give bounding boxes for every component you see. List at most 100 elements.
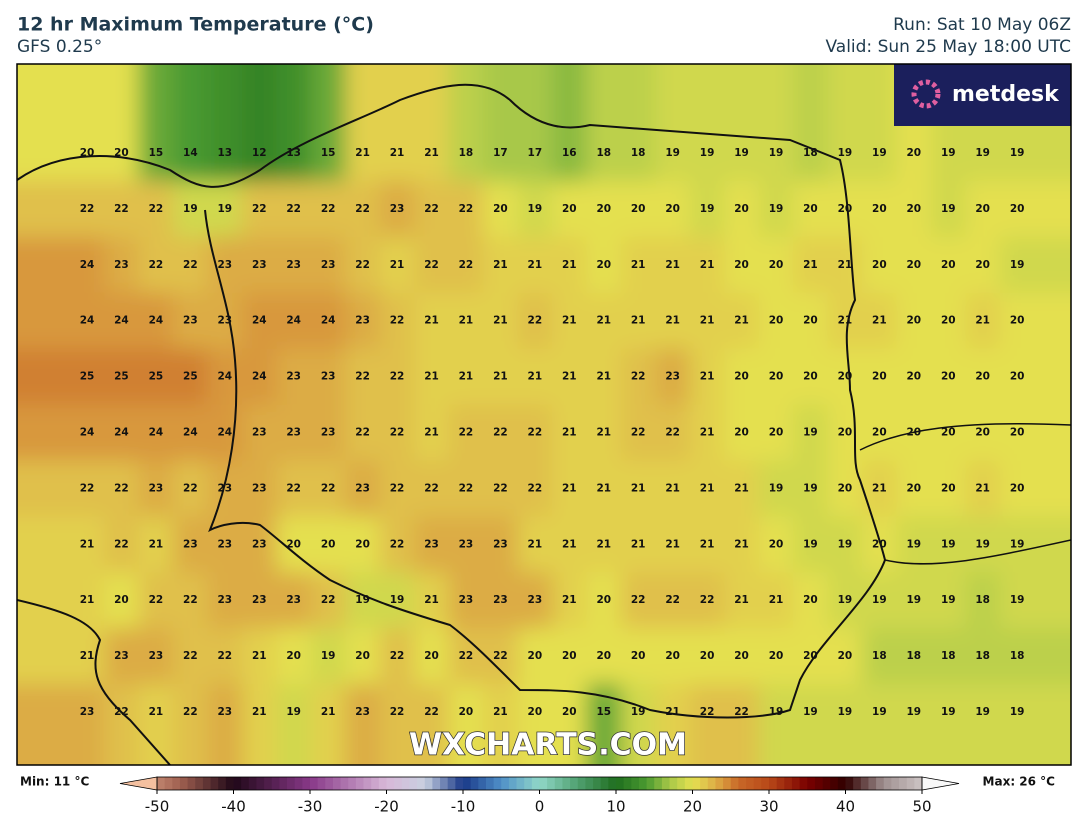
colorbar-swatch [631, 777, 640, 790]
colorbar-swatch [310, 777, 319, 790]
temperature-cell [242, 460, 277, 517]
temperature-cell [620, 348, 656, 406]
colorbar-swatch [455, 777, 464, 790]
colorbar-swatch [302, 777, 311, 790]
temperature-cell [655, 180, 691, 238]
temperature-cell [689, 292, 725, 350]
temperature-cell [414, 348, 450, 406]
colorbar-swatch [157, 777, 166, 790]
temperature-label: 18 [941, 650, 956, 662]
temperature-cell [173, 348, 209, 406]
temperature-label: 22 [528, 315, 543, 327]
temperature-label: 22 [493, 427, 508, 439]
logo-icon [911, 79, 941, 109]
temperature-label: 22 [631, 594, 646, 606]
temperature-cell [345, 292, 381, 350]
temperature-cell [138, 236, 174, 294]
temperature-label: 23 [355, 482, 370, 494]
temperature-label: 21 [665, 706, 680, 718]
temperature-cell [310, 572, 346, 629]
temperature-cell [483, 236, 519, 294]
temperature-label: 18 [1010, 650, 1025, 662]
temperature-label: 19 [941, 147, 956, 159]
temperature-label: 21 [631, 315, 646, 327]
temperature-cell [655, 516, 691, 573]
colorbar-tick-label: 50 [912, 798, 931, 816]
temperature-label: 21 [700, 482, 715, 494]
run-time: Run: Sat 10 May 06Z [893, 15, 1071, 35]
colorbar-swatch [883, 777, 892, 790]
colorbar-swatch [608, 777, 617, 790]
temperature-cell [862, 292, 898, 350]
temperature-cell [862, 516, 898, 573]
temperature-cell [517, 516, 553, 573]
temperature-label: 19 [769, 482, 784, 494]
colorbar-swatch [386, 777, 395, 790]
temperature-cell [242, 684, 277, 765]
temperature-cell [931, 628, 966, 685]
colorbar-swatch [539, 777, 548, 790]
temperature-cell [862, 64, 898, 182]
temperature-cell [758, 236, 794, 294]
temperature-label: 20 [872, 427, 887, 439]
temperature-cell [724, 180, 760, 238]
temperature-label: 20 [906, 147, 921, 159]
colorbar-swatch [646, 777, 655, 790]
temperature-field [17, 64, 1071, 765]
temperature-cell [724, 404, 760, 461]
temperature-label: 21 [355, 147, 370, 159]
temperature-cell [655, 628, 691, 685]
temperature-cell [999, 236, 1071, 294]
temperature-cell [276, 236, 312, 294]
temperature-cell [173, 516, 209, 573]
temperature-cell [448, 572, 484, 629]
temperature-cell [379, 348, 415, 406]
temperature-cell [758, 628, 794, 685]
temperature-cell [17, 64, 105, 182]
temperature-label: 22 [217, 650, 232, 662]
temperature-label: 21 [700, 315, 715, 327]
temperature-label: 20 [631, 203, 646, 215]
temperature-label: 21 [149, 706, 164, 718]
temperature-label: 12 [252, 147, 267, 159]
temperature-label: 22 [528, 482, 543, 494]
temperature-label: 21 [665, 538, 680, 550]
colorbar-swatch [340, 777, 349, 790]
temperature-cell [207, 572, 243, 629]
temperature-label: 23 [114, 259, 129, 271]
temperature-label: 22 [183, 594, 198, 606]
temperature-label: 20 [734, 259, 749, 271]
temperature-label: 20 [975, 427, 990, 439]
colorbar-swatch [654, 777, 663, 790]
temperature-label: 20 [596, 650, 611, 662]
temperature-cell [620, 572, 656, 629]
temperature-label: 20 [975, 371, 990, 383]
logo-text: metdesk [952, 82, 1060, 107]
temperature-label: 20 [1010, 427, 1025, 439]
temperature-label: 21 [838, 315, 853, 327]
temperature-label: 22 [183, 650, 198, 662]
temperature-label: 22 [459, 203, 474, 215]
temperature-cell [620, 180, 656, 238]
temperature-cell [242, 180, 277, 238]
temperature-label: 22 [459, 427, 474, 439]
temperature-label: 20 [734, 371, 749, 383]
temperature-label: 21 [424, 427, 439, 439]
temperature-cell [517, 404, 553, 461]
temperature-label: 21 [596, 371, 611, 383]
temperature-cell [793, 572, 829, 629]
colorbar-swatch [837, 777, 846, 790]
colorbar-swatch [241, 777, 250, 790]
colorbar-swatch [914, 777, 923, 790]
temperature-label: 20 [286, 538, 301, 550]
temperature-label: 20 [838, 427, 853, 439]
temperature-cell [724, 460, 760, 517]
temperature-cell [655, 684, 691, 765]
temperature-cell [17, 572, 105, 629]
temperature-cell [999, 404, 1071, 461]
temperature-label: 20 [1010, 315, 1025, 327]
colorbar-swatch [516, 777, 525, 790]
colorbar-swatch [853, 777, 862, 790]
temperature-label: 23 [424, 538, 439, 550]
colorbar-arrow-left [119, 776, 158, 791]
